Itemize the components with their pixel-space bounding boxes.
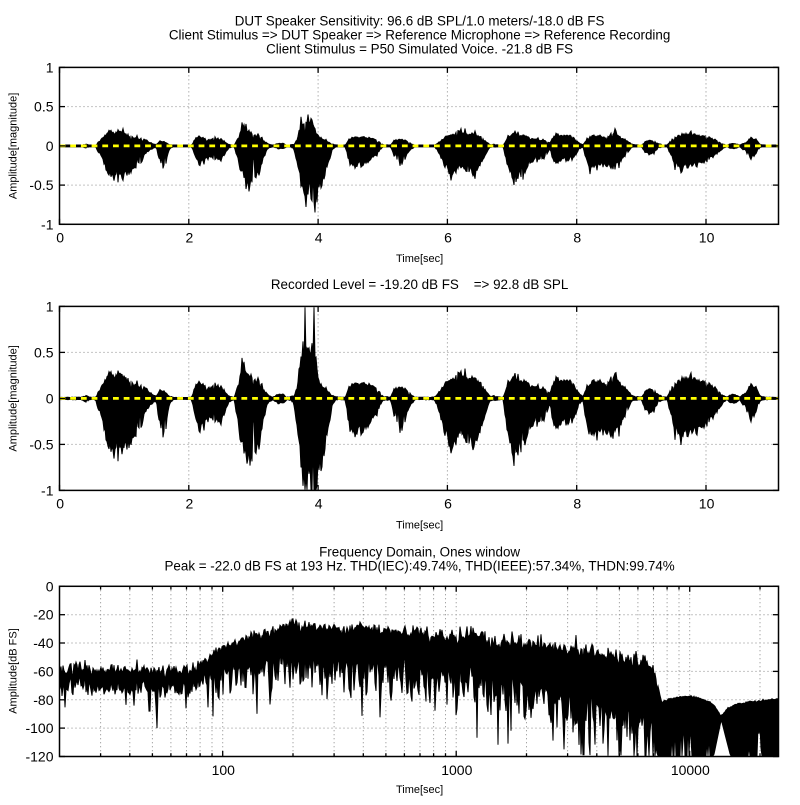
svg-text:Time[sec]: Time[sec] [396,520,443,532]
svg-text:6: 6 [444,230,452,246]
svg-text:-40: -40 [33,635,53,651]
svg-text:2: 2 [186,230,194,246]
svg-text:DUT Speaker Sensitivity: 96.6: DUT Speaker Sensitivity: 96.6 dB SPL/1.0… [235,14,605,29]
svg-text:-1: -1 [41,216,54,232]
svg-text:2: 2 [186,496,194,512]
svg-text:8: 8 [573,496,581,512]
svg-text:8: 8 [573,230,581,246]
svg-text:Amplitude[dB FS]: Amplitude[dB FS] [8,628,20,714]
svg-text:10: 10 [699,496,715,512]
svg-text:Frequency Domain, Ones window: Frequency Domain, Ones window [319,545,520,560]
svg-text:Amplitude[magnitude]: Amplitude[magnitude] [8,93,20,199]
svg-text:1000: 1000 [441,762,472,778]
svg-text:-60: -60 [33,663,53,679]
svg-text:1: 1 [46,298,54,314]
svg-text:Amplitude[magnitude]: Amplitude[magnitude] [8,345,20,451]
svg-text:-100: -100 [25,720,53,736]
svg-text:1: 1 [46,59,54,75]
svg-text:Peak = -22.0 dB FS at 193 Hz.: Peak = -22.0 dB FS at 193 Hz. THD(IEC):4… [165,559,675,574]
svg-text:4: 4 [315,230,323,246]
svg-text:-0.5: -0.5 [29,436,53,452]
svg-text:4: 4 [315,496,323,512]
svg-text:Time[sec]: Time[sec] [396,784,443,796]
svg-text:0: 0 [46,390,54,406]
svg-text:100: 100 [212,762,236,778]
svg-text:0: 0 [56,496,64,512]
svg-text:Time[sec]: Time[sec] [396,253,443,265]
svg-text:10000: 10000 [671,762,710,778]
svg-text:Client Stimulus => DUT Speaker: Client Stimulus => DUT Speaker => Refere… [169,28,670,43]
svg-text:-0.5: -0.5 [29,177,53,193]
svg-text:0: 0 [46,578,54,594]
svg-text:0.5: 0.5 [34,99,54,115]
svg-text:6: 6 [444,496,452,512]
svg-text:Client Stimulus = P50 Simulate: Client Stimulus = P50 Simulated Voice. -… [266,42,573,57]
svg-text:-80: -80 [33,692,53,708]
svg-text:-120: -120 [25,749,53,765]
svg-text:0: 0 [56,230,64,246]
svg-text:10: 10 [699,230,715,246]
svg-text:Recorded Level = -19.20 dB FS: Recorded Level = -19.20 dB FS => 92.8 dB… [271,277,568,292]
svg-text:0: 0 [46,138,54,154]
svg-text:-20: -20 [33,607,53,623]
svg-text:0.5: 0.5 [34,344,54,360]
svg-text:-1: -1 [41,482,54,498]
